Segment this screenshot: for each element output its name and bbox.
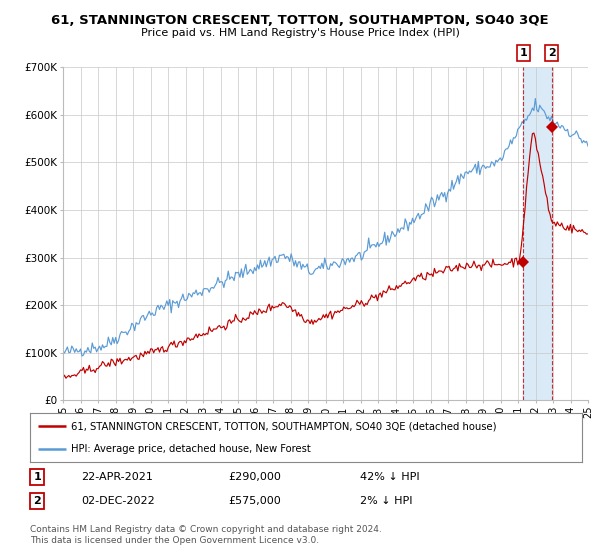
Text: 2: 2: [34, 496, 41, 506]
Text: 42% ↓ HPI: 42% ↓ HPI: [360, 472, 419, 482]
Text: 02-DEC-2022: 02-DEC-2022: [81, 496, 155, 506]
Text: 1: 1: [34, 472, 41, 482]
Bar: [523, 67, 551, 400]
Text: 22-APR-2021: 22-APR-2021: [81, 472, 153, 482]
Text: £575,000: £575,000: [228, 496, 281, 506]
Text: £290,000: £290,000: [228, 472, 281, 482]
Text: 2% ↓ HPI: 2% ↓ HPI: [360, 496, 413, 506]
Text: 1: 1: [520, 48, 527, 58]
Text: 61, STANNINGTON CRESCENT, TOTTON, SOUTHAMPTON, SO40 3QE: 61, STANNINGTON CRESCENT, TOTTON, SOUTHA…: [51, 14, 549, 27]
Text: Price paid vs. HM Land Registry's House Price Index (HPI): Price paid vs. HM Land Registry's House …: [140, 28, 460, 38]
Text: HPI: Average price, detached house, New Forest: HPI: Average price, detached house, New …: [71, 444, 311, 454]
Text: 2: 2: [548, 48, 556, 58]
Text: Contains HM Land Registry data © Crown copyright and database right 2024.
This d: Contains HM Land Registry data © Crown c…: [30, 525, 382, 545]
Text: 61, STANNINGTON CRESCENT, TOTTON, SOUTHAMPTON, SO40 3QE (detached house): 61, STANNINGTON CRESCENT, TOTTON, SOUTHA…: [71, 421, 497, 431]
